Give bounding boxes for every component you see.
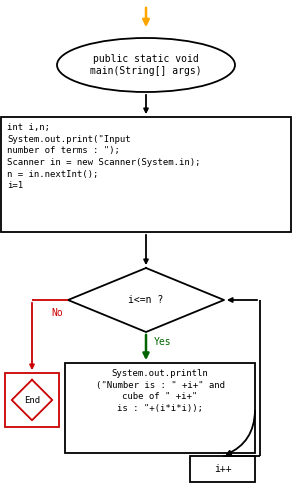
FancyBboxPatch shape: [1, 117, 291, 232]
Text: System.out.println
("Number is : " +i+" and
cube of " +i+"
is : "+(i*i*i));: System.out.println ("Number is : " +i+" …: [95, 369, 225, 413]
Text: public static void
main(String[] args): public static void main(String[] args): [90, 54, 202, 77]
FancyBboxPatch shape: [65, 363, 255, 453]
Text: No: No: [51, 308, 63, 318]
Text: int i,n;
System.out.print("Input
number of terms : ");
Scanner in = new Scanner(: int i,n; System.out.print("Input number …: [7, 123, 201, 190]
FancyBboxPatch shape: [190, 456, 255, 482]
Text: i++: i++: [214, 464, 231, 474]
FancyBboxPatch shape: [5, 373, 59, 427]
Text: i<=n ?: i<=n ?: [128, 295, 164, 305]
Text: Yes: Yes: [154, 337, 172, 347]
Polygon shape: [68, 268, 224, 332]
Ellipse shape: [57, 38, 235, 92]
Text: End: End: [24, 396, 40, 405]
